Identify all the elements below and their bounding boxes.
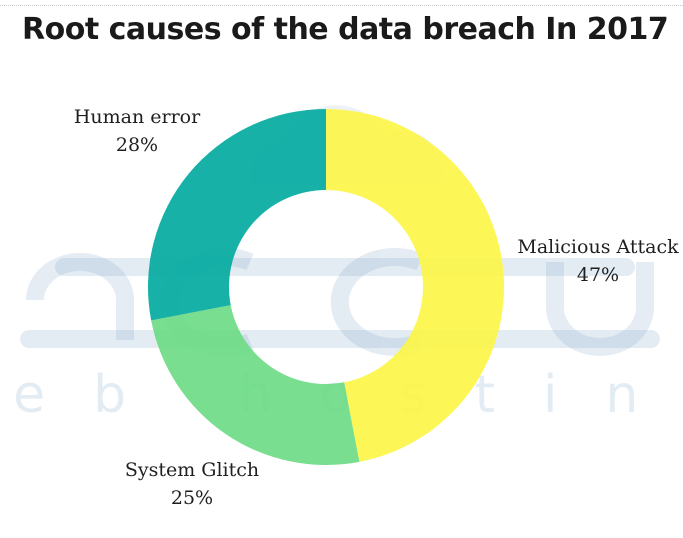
slice-label-system-glitch: System Glitch 25% <box>112 456 272 512</box>
slice-label-malicious-attack: Malicious Attack 47% <box>513 233 683 289</box>
slice-percent: 28% <box>115 134 159 156</box>
slice-percent: 25% <box>170 487 214 509</box>
donut-slice-malicious-attack <box>326 109 505 462</box>
top-dotted-divider <box>0 5 683 6</box>
slice-percent: 47% <box>576 264 620 286</box>
slice-label-human-error: Human error 28% <box>63 103 211 159</box>
slice-name: Malicious Attack <box>517 236 679 258</box>
donut-slice-human-error <box>147 109 326 321</box>
slice-name: Human error <box>73 106 201 128</box>
donut-slice-system-glitch <box>151 305 360 466</box>
chart-title: Root causes of the data breach In 2017 <box>22 12 669 47</box>
slice-name: System Glitch <box>124 459 260 481</box>
